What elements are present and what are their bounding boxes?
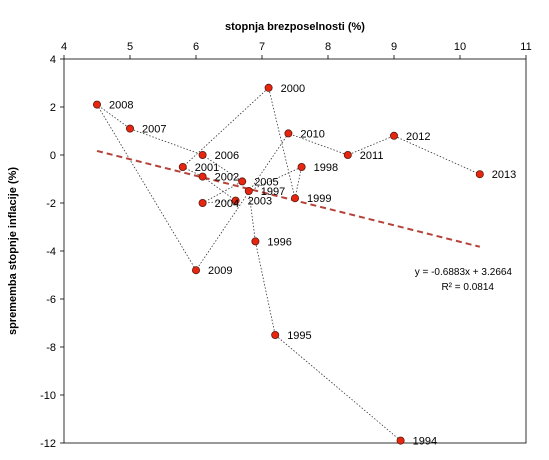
data-point-2008 — [93, 100, 102, 109]
data-points — [93, 83, 484, 445]
point-label-1999: 1999 — [307, 193, 331, 205]
data-point-2000 — [264, 83, 273, 92]
point-label-2005: 2005 — [254, 176, 278, 188]
data-point-2003 — [231, 196, 240, 205]
data-point-1995 — [271, 330, 280, 339]
data-point-2002 — [198, 172, 207, 181]
data-point-1996 — [251, 237, 260, 246]
point-label-2007: 2007 — [142, 124, 166, 136]
x-tick-label: 5 — [127, 41, 133, 53]
data-point-2007 — [126, 124, 135, 133]
point-label-2002: 2002 — [215, 172, 239, 184]
point-label-2013: 2013 — [492, 169, 516, 181]
data-point-2009 — [191, 266, 200, 275]
point-label-2009: 2009 — [208, 265, 232, 277]
y-axis-ticks: 4 2 0 -2 -4 -6 -8 -10 -12 — [40, 54, 64, 450]
y-tick-label: -12 — [40, 438, 56, 450]
data-point-1998 — [297, 162, 306, 171]
point-label-1994: 1994 — [413, 436, 437, 448]
point-label-2006: 2006 — [215, 150, 239, 162]
data-point-1999 — [290, 194, 299, 203]
point-label-1995: 1995 — [287, 330, 311, 342]
x-tick-label: 7 — [259, 41, 265, 53]
y-tick-label: -2 — [46, 198, 56, 210]
trendline-group — [96, 149, 481, 248]
point-label-2003: 2003 — [248, 196, 272, 208]
y-tick-label: -8 — [46, 342, 56, 354]
year-connector-line — [96, 87, 480, 441]
x-axis-title: stopnja brezposelnosti (%) — [225, 21, 365, 33]
x-tick-label: 8 — [325, 41, 331, 53]
trendline — [96, 149, 481, 248]
x-tick-label: 10 — [454, 41, 466, 53]
data-point-2004 — [198, 198, 207, 207]
y-axis-title: sprememba stopnje inflacije (%) — [7, 167, 19, 335]
point-label-1996: 1996 — [267, 236, 291, 248]
data-point-1994 — [396, 436, 405, 445]
y-tick-label: -4 — [46, 246, 56, 258]
x-tick-label: 4 — [61, 41, 67, 53]
point-label-2008: 2008 — [109, 100, 133, 112]
data-point-2010 — [284, 129, 293, 138]
point-label-1998: 1998 — [314, 162, 338, 174]
trendline-equation: y = -0.6883x + 3.2664 — [415, 267, 513, 278]
year-path — [96, 87, 480, 441]
point-label-2004: 2004 — [215, 198, 239, 210]
data-point-2013 — [475, 170, 484, 179]
data-point-2012 — [389, 131, 398, 140]
data-point-2011 — [343, 150, 352, 159]
y-tick-label: -6 — [46, 294, 56, 306]
y-tick-label: 4 — [50, 54, 56, 66]
data-point-2006 — [198, 150, 207, 159]
y-tick-label: 2 — [50, 102, 56, 114]
point-label-2012: 2012 — [406, 131, 430, 143]
y-tick-label: -10 — [40, 390, 56, 402]
point-label-1997: 1997 — [261, 186, 285, 198]
x-tick-label: 11 — [520, 41, 531, 53]
x-axis-ticks: 4 5 6 7 8 9 10 11 — [61, 41, 532, 59]
data-point-2001 — [178, 162, 187, 171]
point-label-2010: 2010 — [300, 128, 324, 140]
x-tick-label: 6 — [193, 41, 199, 53]
data-point-2005 — [238, 177, 247, 186]
trendline-r-squared: R² = 0.0814 — [441, 282, 494, 293]
point-label-2000: 2000 — [281, 83, 305, 95]
point-label-2011: 2011 — [360, 150, 384, 162]
data-point-1997 — [244, 186, 253, 195]
plot-frame — [63, 58, 527, 444]
y-tick-label: 0 — [50, 150, 56, 162]
point-label-2001: 2001 — [195, 162, 219, 174]
x-tick-label: 9 — [391, 41, 397, 53]
